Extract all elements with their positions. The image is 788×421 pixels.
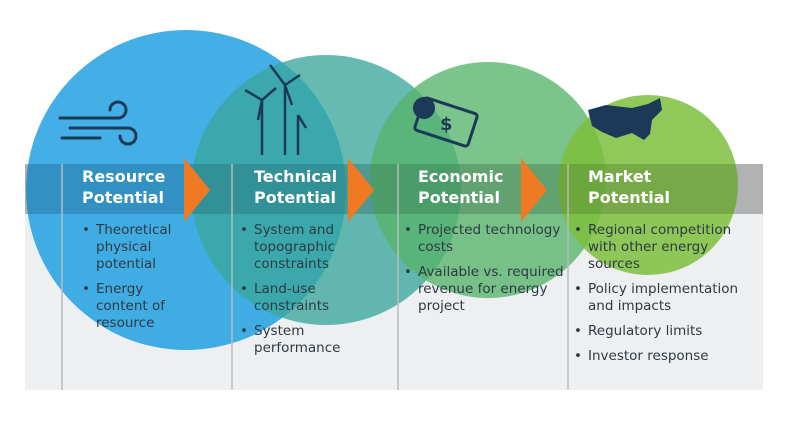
arrow-icon [348,158,374,222]
list-item: Available vs. required revenue for energ… [404,264,564,315]
stage-economic: Economic Potential Projected technology c… [404,166,564,323]
stage-title: Technical Potential [240,166,370,208]
list-item: System performance [240,323,355,357]
list-item: Regulatory limits [574,323,754,340]
bullet-list: Regional competition with other energy s… [574,222,754,365]
stage-resource: Resource Potential Theoretical physical p… [82,166,192,340]
title-line: Potential [82,188,165,207]
list-item: Projected technology costs [404,222,564,256]
list-item: Energy content of resource [82,281,192,332]
bullet-list: System and topographic constraints Land-… [240,222,355,357]
list-item: Regional competition with other energy s… [574,222,754,273]
title-line: Market [588,167,652,186]
title-line: Resource [82,167,166,186]
list-item: Policy implementation and impacts [574,281,754,315]
list-item: Land-use constraints [240,281,355,315]
list-item: Theoretical physical potential [82,222,192,273]
bullet-list: Projected technology costs Available vs.… [404,222,564,315]
wind-turbine-icon [244,64,308,155]
wind-icon [58,100,138,146]
list-item: Investor response [574,348,754,365]
money-icon: $ [413,96,479,148]
title-line: Potential [588,188,671,207]
title-line: Potential [254,188,337,207]
stage-technical: Technical Potential System and topographi… [240,166,370,365]
title-line: Technical [254,167,338,186]
arrow-icon [521,158,547,222]
stage-title: Economic Potential [404,166,564,208]
svg-text:$: $ [440,114,453,135]
us-map-icon [588,98,662,140]
bullet-list: Theoretical physical potential Energy co… [82,222,192,332]
stage-market: Market Potential Regional competition wit… [574,166,754,373]
title-line: Economic [418,167,504,186]
list-item: System and topographic constraints [240,222,355,273]
stage-title: Resource Potential [82,166,192,208]
title-line: Potential [418,188,501,207]
stage-title: Market Potential [574,166,754,208]
header-shade [25,164,763,214]
arrow-icon [184,158,210,222]
